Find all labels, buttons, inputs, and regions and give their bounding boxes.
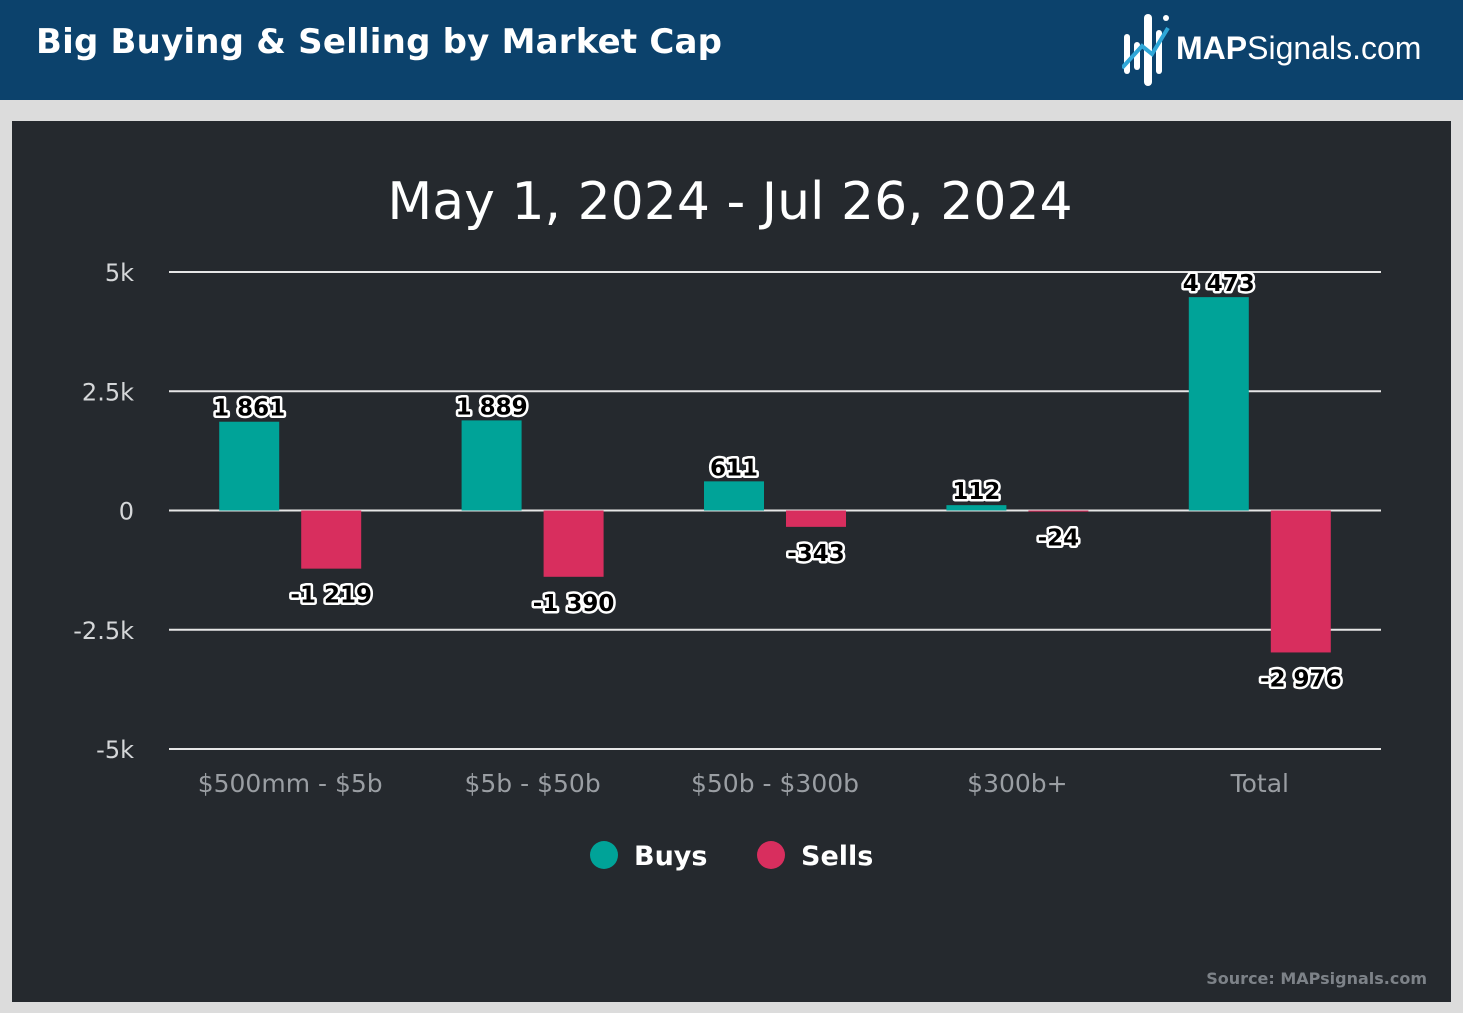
legend-buys-label[interactable]: Buys	[634, 841, 707, 872]
x-tick-label: $5b - $50b	[465, 769, 601, 798]
chart-grid	[169, 271, 1381, 750]
sells-bar[interactable]	[301, 510, 362, 569]
sells-data-label: -343	[787, 541, 845, 567]
chart-data-labels: 1 861 -1 219 1 889 -1 390 611 -343 112 -24 4 473…	[211, 269, 1344, 695]
x-tick-label: $500mm - $5b	[198, 769, 383, 798]
header-bar: Big Buying & Selling by Market Cap MAPSi…	[0, 0, 1463, 100]
buys-data-label: 1 889	[456, 394, 528, 420]
mapsignals-logo: MAPSignals.com	[1122, 12, 1442, 88]
logo-wordmark: MAPSignals.com	[1176, 30, 1421, 67]
buys-bar[interactable]	[946, 505, 1007, 511]
sells-bar[interactable]	[1270, 510, 1331, 653]
sells-data-label: -2 976	[1260, 666, 1342, 692]
source-note: Source: MAPsignals.com	[1206, 969, 1427, 988]
buys-bar[interactable]	[1188, 297, 1249, 511]
chart-bars	[219, 297, 1331, 653]
x-tick-label: $50b - $300b	[691, 769, 859, 798]
legend-sells-marker	[757, 841, 785, 869]
buys-data-label: 1 861	[213, 396, 285, 422]
x-tick-label: Total	[1230, 769, 1289, 798]
y-tick-label: 2.5k	[82, 378, 134, 406]
bar-chart: May 1, 2024 - Jul 26, 2024 5k 2.5k 0 -2.5k -…	[73, 172, 1381, 872]
logo-mark-icon	[1122, 14, 1170, 86]
sells-bar[interactable]	[543, 510, 604, 577]
buys-data-label: 4 473	[1183, 271, 1255, 297]
x-axis: $500mm - $5b $5b - $50b $50b - $300b $300b+…	[198, 769, 1289, 798]
y-tick-label: 5k	[105, 259, 134, 287]
y-tick-label: -2.5k	[73, 617, 134, 645]
y-tick-label: -5k	[96, 736, 134, 764]
buys-bar[interactable]	[704, 481, 764, 511]
buys-data-label: 611	[710, 455, 758, 481]
chart-panel: May 1, 2024 - Jul 26, 2024 5k 2.5k 0 -2.5k -…	[12, 121, 1451, 1002]
page-title: Big Buying & Selling by Market Cap	[36, 22, 723, 62]
logo-bold-text: MAP	[1176, 30, 1248, 66]
x-tick-label: $300b+	[967, 769, 1067, 798]
legend-sells-label[interactable]: Sells	[801, 841, 873, 872]
sells-bar[interactable]	[786, 510, 846, 527]
sells-data-label: -1 390	[533, 591, 615, 617]
chart-legend[interactable]: Buys Sells	[590, 841, 873, 872]
chart-title: May 1, 2024 - Jul 26, 2024	[387, 172, 1072, 232]
buys-bar[interactable]	[219, 421, 280, 511]
sells-data-label: -24	[1038, 526, 1080, 552]
y-tick-label: 0	[119, 498, 134, 526]
legend-buys-marker	[590, 841, 618, 869]
buys-bar[interactable]	[461, 420, 522, 511]
sells-bar[interactable]	[1028, 510, 1089, 512]
y-axis: 5k 2.5k 0 -2.5k -5k	[73, 259, 134, 764]
buys-data-label: 112	[952, 479, 1000, 505]
logo-rest-text: Signals.com	[1247, 30, 1422, 66]
sells-data-label: -1 219	[290, 583, 372, 609]
